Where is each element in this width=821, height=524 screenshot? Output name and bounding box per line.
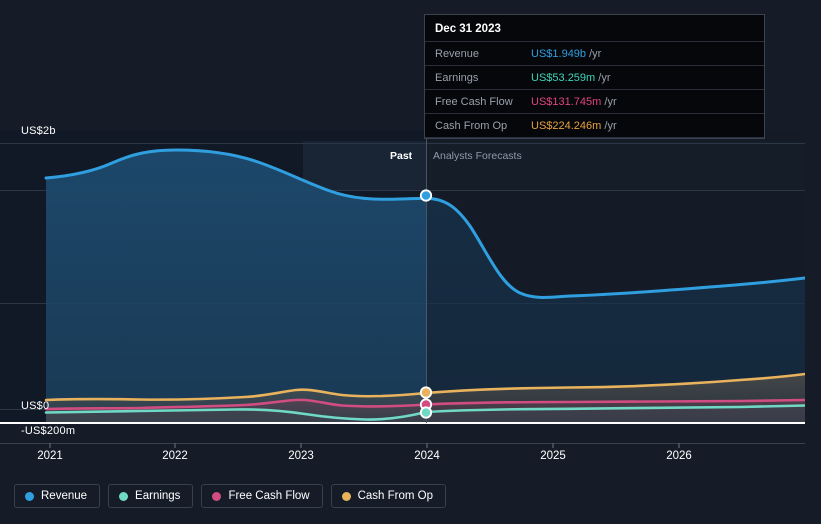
marker-cash-from-op	[419, 386, 433, 399]
tooltip-label-revenue: Revenue	[435, 47, 480, 60]
past-label: Past	[390, 150, 413, 162]
legend-item-earnings[interactable]: Earnings	[108, 484, 194, 508]
tooltip-value-cash-from-op: US$224.246m /yr	[531, 120, 617, 132]
tooltip-row-earnings: Earnings US$53.259m /yr	[425, 65, 764, 89]
x-axis-tick-2022: 2022	[162, 450, 188, 462]
cfo-line	[44, 372, 805, 402]
tooltip-label-free-cash-flow: Free Cash Flow	[435, 95, 513, 108]
x-axis-tick-2024: 2024	[414, 450, 440, 462]
legend-dot-cash-from-op-icon	[341, 491, 351, 501]
legend-item-cash-from-op[interactable]: Cash From Op	[330, 484, 447, 508]
tooltip-value-revenue: US$1.949b /yr	[531, 48, 601, 60]
revenue-area-past	[46, 150, 426, 423]
legend-dot-earnings-icon	[119, 491, 129, 501]
chart-legend: Revenue Earnings Free Cash Flow Cash Fro…	[14, 484, 447, 508]
tooltip-unit-revenue: /yr	[589, 47, 602, 60]
hover-markers	[419, 189, 433, 419]
fcf-line	[44, 398, 805, 411]
x-axis-tick-2026: 2026	[666, 450, 692, 462]
y-axis-label-negative: -US$200m	[21, 425, 76, 437]
tooltip-row-cash-from-op: Cash From Op US$224.246m /yr	[425, 113, 764, 138]
legend-item-revenue[interactable]: Revenue	[14, 484, 101, 508]
legend-label-free-cash-flow: Free Cash Flow	[228, 490, 310, 502]
x-ticks	[49, 443, 680, 448]
tooltip-label-earnings: Earnings	[435, 71, 479, 84]
legend-item-free-cash-flow[interactable]: Free Cash Flow	[201, 484, 323, 508]
x-axis-tick-2023: 2023	[288, 450, 314, 462]
tooltip-label-cash-from-op: Cash From Op	[435, 119, 508, 132]
legend-label-cash-from-op: Cash From Op	[357, 490, 434, 502]
tooltip-value-earnings: US$53.259m /yr	[531, 72, 611, 84]
marker-earnings	[419, 406, 433, 419]
revenue-line	[44, 148, 805, 299]
x-axis-tick-2021: 2021	[37, 450, 63, 462]
y-axis-label-zero: US$0	[21, 400, 50, 412]
legend-label-revenue: Revenue	[41, 490, 88, 502]
marker-revenue	[419, 189, 433, 202]
analysts-forecasts-label: Analysts Forecasts	[433, 150, 522, 162]
tooltip-row-revenue: Revenue US$1.949b /yr	[425, 41, 764, 65]
x-axis-tick-2025: 2025	[540, 450, 566, 462]
y-axis-label-top: US$2b	[21, 125, 56, 137]
tooltip-amount-free-cash-flow: US$131.745m	[531, 95, 602, 108]
tooltip-unit-earnings: /yr	[598, 71, 611, 84]
legend-dot-revenue-icon	[25, 491, 34, 501]
legend-label-earnings: Earnings	[135, 490, 181, 502]
tooltip-date: Dec 31 2023	[435, 23, 501, 35]
tooltip-unit-cash-from-op: /yr	[604, 119, 617, 132]
tooltip-amount-cash-from-op: US$224.246m	[531, 119, 602, 132]
earnings-line	[44, 404, 805, 421]
tooltip-value-free-cash-flow: US$131.745m /yr	[531, 96, 617, 108]
legend-dot-free-cash-flow-icon	[212, 491, 222, 501]
tooltip-amount-revenue: US$1.949b	[531, 47, 587, 60]
tooltip-row-free-cash-flow: Free Cash Flow US$131.745m /yr	[425, 89, 764, 113]
revenue-area-forecast	[426, 198, 805, 423]
tooltip-amount-earnings: US$53.259m	[531, 71, 596, 84]
tooltip-unit-free-cash-flow: /yr	[604, 95, 617, 108]
data-tooltip: Dec 31 2023 Revenue US$1.949b /yr Earnin…	[424, 14, 765, 139]
